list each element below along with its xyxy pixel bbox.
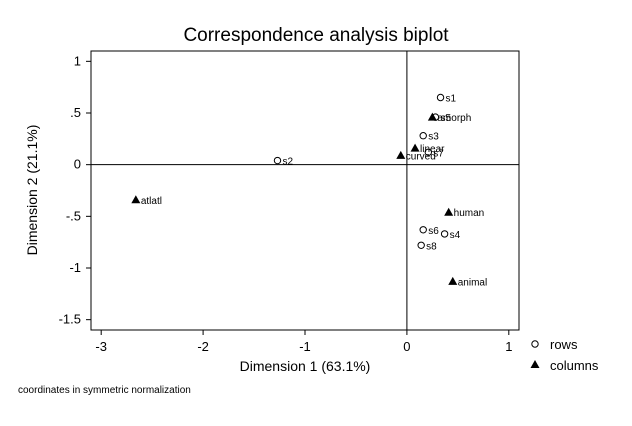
column-point-label: linear (420, 144, 445, 155)
column-point-marker (444, 207, 454, 216)
legend-columns-marker (530, 360, 540, 368)
x-tick-label: -1 (299, 339, 311, 354)
legend-rows-label: rows (550, 337, 578, 352)
column-point-label: human (454, 208, 485, 219)
x-axis: -3 -2 -1 0 1 (95, 330, 512, 354)
row-point-marker (424, 148, 433, 156)
row-point-marker (436, 93, 445, 102)
column-point-label: atlatl (141, 196, 162, 207)
y-tick-label: 1 (74, 53, 81, 68)
row-point-label: s5 (440, 113, 451, 124)
row-point-marker (417, 241, 425, 249)
column-point-label: curved (406, 151, 436, 162)
column-point-marker (427, 112, 437, 121)
column-point-marker (396, 150, 406, 159)
row-point-marker (419, 226, 427, 234)
row-point-label: s4 (450, 230, 461, 241)
y-tick-label: -1 (69, 260, 81, 275)
row-point-label: s6 (428, 226, 439, 237)
row-point-label: s3 (428, 132, 439, 143)
y-tick-label: -.5 (66, 208, 81, 223)
legend-rows-marker (531, 340, 539, 348)
row-point-marker (273, 156, 282, 165)
row-point-label: s8 (426, 241, 437, 252)
row-point-label: s1 (446, 94, 457, 105)
y-tick-label: 0 (74, 157, 81, 172)
x-tick-label: 1 (505, 339, 512, 354)
column-point-marker (448, 276, 458, 285)
y-axis: 1 .5 0 -.5 -1 -1.5 (59, 53, 91, 327)
y-axis-title: Dimension 2 (21.1%) (24, 125, 40, 256)
column-point-label: animal (458, 277, 487, 288)
legend: rows columns (530, 337, 599, 373)
row-point-label: s7 (433, 148, 444, 159)
x-tick-label: -3 (95, 339, 107, 354)
x-tick-label: -2 (197, 339, 209, 354)
row-point-label: s2 (282, 157, 293, 168)
column-point-label: amorph (437, 113, 471, 124)
x-tick-label: 0 (403, 339, 410, 354)
x-axis-title: Dimension 1 (63.1%) (240, 358, 371, 374)
legend-columns-label: columns (550, 358, 599, 373)
y-tick-label: -1.5 (59, 312, 81, 327)
y-tick-label: .5 (70, 105, 81, 120)
normalization-note: coordinates in symmetric normalization (18, 385, 191, 396)
column-point-marker (131, 195, 141, 204)
column-point-marker (410, 143, 420, 152)
row-point-marker (419, 132, 427, 140)
reference-lines (91, 51, 519, 330)
row-point-marker (440, 230, 449, 238)
chart-title: Correspondence analysis biplot (183, 25, 449, 46)
